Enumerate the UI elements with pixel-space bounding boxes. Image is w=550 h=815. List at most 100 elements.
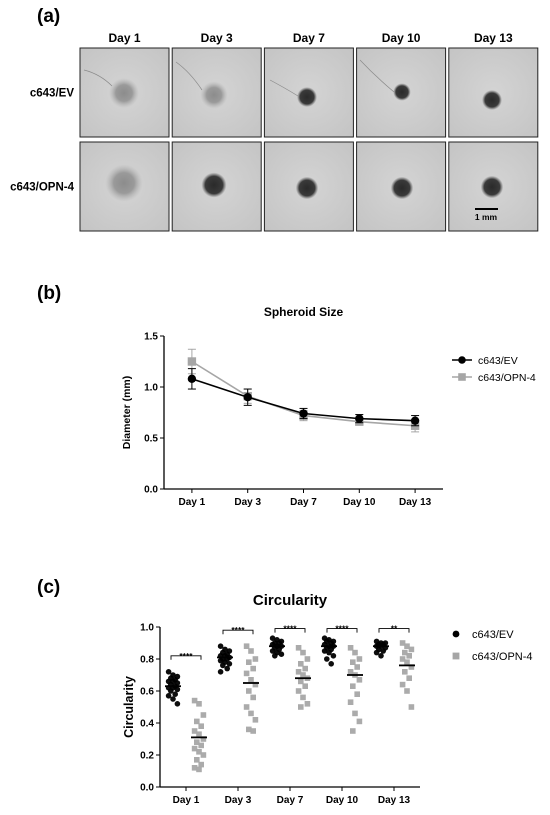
data-point — [170, 696, 176, 702]
spheroid — [390, 176, 414, 200]
data-point — [324, 656, 330, 662]
data-point — [191, 745, 198, 752]
data-point — [304, 656, 311, 662]
data-point — [168, 688, 174, 694]
data-point — [198, 723, 204, 729]
data-point — [217, 657, 224, 664]
significance-label: ** — [391, 624, 398, 634]
panel-c-label: (c) — [37, 577, 61, 598]
spheroid — [297, 87, 317, 107]
data-point — [243, 670, 250, 677]
data-point — [300, 649, 306, 656]
data-point — [278, 651, 285, 657]
data-point — [246, 688, 252, 694]
data-point — [248, 710, 254, 717]
data-point — [196, 701, 202, 707]
legend-label: c643/EV — [472, 629, 514, 641]
chart-title: Spheroid Size — [264, 305, 344, 319]
data-point — [295, 669, 302, 675]
data-point — [356, 718, 363, 725]
data-point — [194, 757, 200, 763]
spheroid — [480, 175, 504, 199]
scale-bar-label: 1 mm — [475, 212, 498, 222]
data-point — [378, 653, 384, 659]
panel-b-label: (b) — [37, 283, 62, 304]
data-point — [354, 664, 360, 670]
data-point — [330, 653, 337, 659]
data-point — [269, 648, 276, 654]
significance-bracket — [222, 629, 254, 635]
data-point — [246, 726, 252, 733]
y-tick-label: 1.0 — [140, 623, 154, 634]
spheroid — [295, 176, 319, 200]
data-point — [243, 393, 252, 402]
data-point — [300, 672, 306, 678]
chart-title: Circularity — [253, 592, 328, 609]
data-point — [408, 646, 415, 653]
data-point — [252, 717, 259, 723]
data-point — [198, 761, 204, 768]
data-point — [402, 649, 408, 656]
legend-marker — [458, 356, 466, 364]
legend-marker — [452, 630, 460, 638]
significance-label: **** — [335, 624, 349, 634]
data-point — [328, 661, 335, 667]
data-point — [250, 728, 256, 734]
data-point — [352, 649, 358, 656]
column-label: Day 1 — [108, 31, 140, 45]
column-label: Day 13 — [474, 31, 513, 45]
data-point — [191, 697, 198, 704]
image-artifact — [83, 69, 113, 87]
data-point — [354, 691, 360, 697]
x-tick-label: Day 7 — [277, 795, 304, 806]
data-point — [326, 649, 332, 656]
spheroid — [201, 172, 227, 198]
y-tick-label: 0.2 — [140, 751, 154, 762]
legend-label: c643/OPN-4 — [472, 651, 533, 663]
data-point — [200, 712, 207, 718]
data-point — [248, 677, 254, 683]
data-point — [165, 669, 172, 675]
data-point — [196, 766, 202, 773]
spheroid — [105, 164, 143, 202]
data-point — [224, 665, 230, 672]
x-tick-label: Day 1 — [179, 497, 206, 508]
data-point — [272, 653, 278, 659]
circularity-chart: Circularity 0.0 0.2 0.4 0.6 0.8 1.0 Day 1 Day 3 D… — [122, 592, 533, 806]
data-point — [248, 648, 254, 654]
data-point — [406, 653, 412, 659]
data-point — [399, 681, 406, 688]
column-label: Day 3 — [201, 31, 233, 45]
y-tick-label: 1.5 — [144, 332, 158, 343]
data-point — [295, 645, 302, 651]
data-point — [217, 669, 224, 675]
data-point — [321, 648, 328, 654]
legend-marker — [452, 652, 460, 660]
row-label: c643/EV — [30, 88, 74, 100]
data-point — [399, 656, 406, 662]
significance-bracket — [378, 628, 410, 633]
legend-label: c643/EV — [478, 355, 518, 367]
data-point — [198, 742, 204, 749]
data-point — [347, 669, 354, 675]
data-point — [269, 635, 276, 641]
data-point — [347, 645, 354, 651]
data-point — [194, 739, 200, 745]
data-point — [191, 728, 198, 734]
y-tick-label: 1.0 — [144, 383, 158, 394]
significance-label: **** — [179, 651, 193, 661]
image-artifact — [359, 59, 395, 93]
data-point — [298, 704, 304, 710]
y-axis-label: Diameter (mm) — [121, 376, 133, 450]
data-point — [404, 659, 410, 665]
image-artifact — [269, 79, 299, 97]
data-point — [187, 374, 197, 384]
microscopy-panel: Day 1 Day 3 Day 7 Day 10 Day 13 c643/EV c643/O… — [10, 31, 539, 232]
data-point — [350, 728, 356, 734]
data-point — [404, 688, 410, 694]
data-point — [355, 414, 364, 423]
legend-marker — [458, 373, 466, 381]
data-point — [304, 701, 311, 707]
data-point — [295, 688, 302, 694]
data-point — [356, 656, 363, 662]
